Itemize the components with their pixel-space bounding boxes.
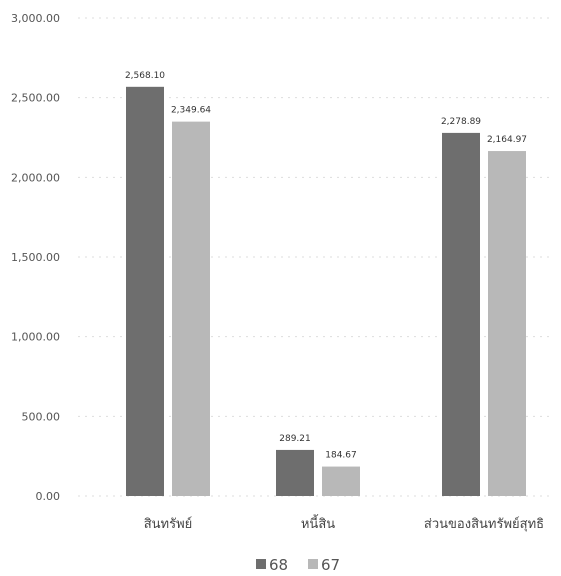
bar-68-1 — [276, 449, 314, 496]
bar-67-2 — [488, 151, 526, 497]
data-labels: 2,568.10 289.21 2,278.89 2,349.64 184.67 2,16… — [125, 71, 527, 461]
category-label: สินทรัพย์ — [144, 516, 193, 532]
bar-67-1 — [322, 466, 360, 496]
y-tick-label: 500.00 — [22, 410, 61, 423]
data-label: 289.21 — [279, 434, 311, 444]
legend-swatch-68 — [256, 559, 266, 569]
legend: 68 67 — [256, 556, 340, 574]
legend-label: 67 — [321, 556, 340, 574]
y-axis-ticks: 0.00 500.00 1,000.00 1,500.00 2,000.00 2,500.… — [11, 12, 60, 503]
y-tick-label: 1,500.00 — [11, 251, 60, 264]
y-tick-label: 0.00 — [36, 490, 61, 503]
x-axis-categories: สินทรัพย์ หนี้สิน ส่วนของสินทรัพย์สุทธิ — [144, 514, 544, 532]
bar-67-0 — [172, 121, 210, 496]
category-label: ส่วนของสินทรัพย์สุทธิ — [424, 516, 544, 532]
legend-swatch-67 — [308, 559, 318, 569]
bar-68-0 — [126, 86, 164, 496]
y-tick-label: 3,000.00 — [11, 12, 60, 25]
data-label: 2,164.97 — [487, 135, 527, 145]
bars — [126, 86, 526, 497]
data-label: 2,568.10 — [125, 71, 165, 81]
y-tick-label: 2,500.00 — [11, 92, 60, 105]
y-tick-label: 2,000.00 — [11, 171, 60, 184]
y-tick-label: 1,000.00 — [11, 331, 60, 344]
data-label: 2,349.64 — [171, 106, 211, 116]
bar-68-2 — [442, 132, 480, 497]
legend-label: 68 — [269, 556, 288, 574]
category-label: หนี้สิน — [301, 514, 335, 532]
data-label: 2,278.89 — [441, 117, 481, 127]
data-label: 184.67 — [325, 451, 357, 461]
